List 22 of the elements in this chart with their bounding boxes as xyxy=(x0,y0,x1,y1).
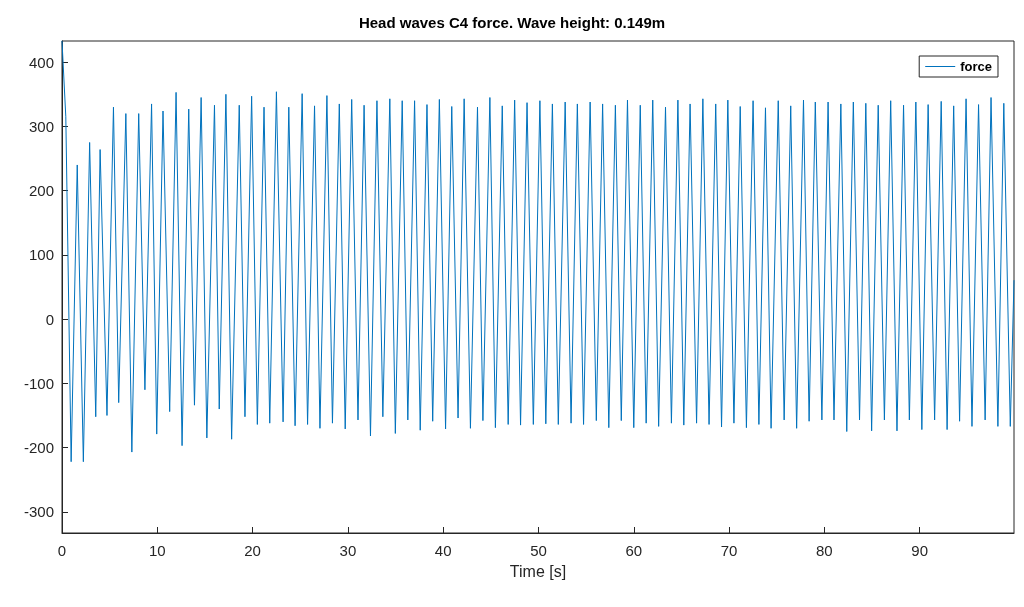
x-tick-label: 70 xyxy=(720,542,738,559)
legend-label: force xyxy=(960,59,993,74)
y-tick-label: 300 xyxy=(28,117,54,135)
y-tick-label: -300 xyxy=(23,503,54,521)
line-series xyxy=(61,40,1015,463)
x-tick-label: 30 xyxy=(339,542,357,559)
x-tick-label: 60 xyxy=(625,542,643,559)
x-tick-label: 0 xyxy=(57,542,67,559)
y-tick-label: -200 xyxy=(23,439,54,457)
y-tick-label: -100 xyxy=(23,374,54,392)
x-axis-title: Time [s] xyxy=(509,562,567,580)
x-tick-label: 80 xyxy=(816,542,833,559)
x-tick-label: 10 xyxy=(148,542,166,559)
y-tick-label: 0 xyxy=(45,310,54,328)
x-tick-label: 50 xyxy=(530,542,547,559)
x-tick-label: 90 xyxy=(911,542,928,559)
y-tick-label: 100 xyxy=(28,246,54,264)
y-tick-label: 200 xyxy=(28,182,54,200)
x-tick-label: 20 xyxy=(244,542,261,559)
y-tick-label: 400 xyxy=(28,53,54,71)
chart-title: Head waves C4 force. Wave height: 0.149m xyxy=(358,14,666,31)
x-tick-label: 40 xyxy=(434,542,452,559)
